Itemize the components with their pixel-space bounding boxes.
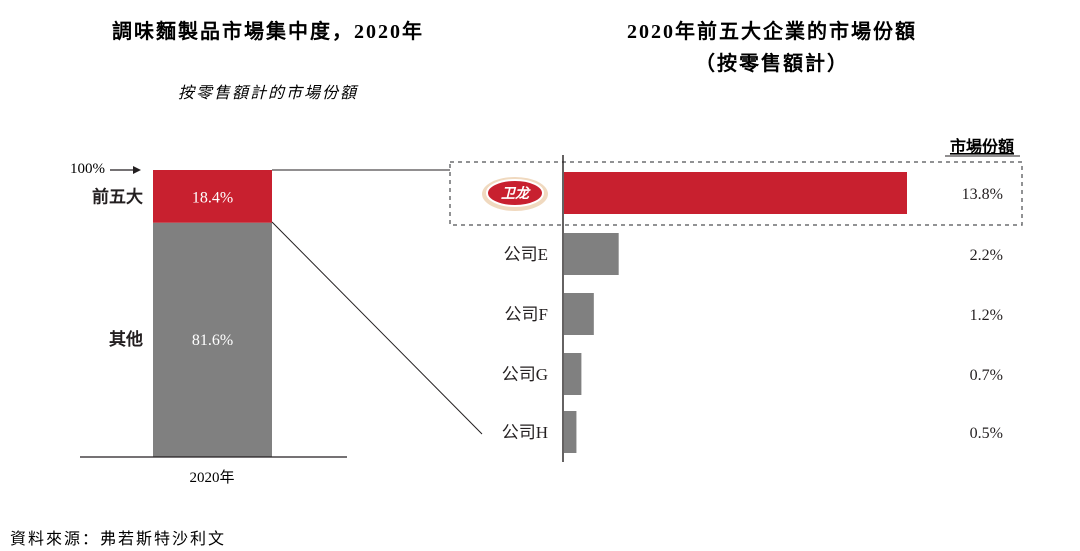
segment-category-label: 其他 (109, 329, 143, 349)
right-chart-title: 2020年前五大企業的市場份額 (627, 19, 917, 43)
segment-value-label: 18.4% (192, 189, 233, 206)
weilong-logo: 卫龙 (482, 177, 548, 211)
stacked-bar: 18.4% 前五大 81.6% 其他 (92, 170, 272, 457)
bar-category-label: 公司H (502, 423, 548, 442)
top-marker-arrow-head (133, 166, 141, 174)
connector-bottom (271, 221, 483, 435)
bar-value-label: 0.5% (970, 425, 1003, 442)
left-chart-title: 調味麵製品市場集中度，2020年 (112, 19, 424, 43)
bar-3 (564, 353, 582, 395)
stacked-segment-0 (153, 170, 272, 223)
horizontal-bars: 13.8% 卫龙 2.2% 公司E 1.2% 公司F 0.7% 公司G 0.5% 公司H (482, 172, 1003, 453)
bar-value-label: 1.2% (970, 307, 1003, 324)
right-chart-subtitle: （按零售額計） (695, 51, 849, 75)
bar-category-label: 公司E (504, 245, 548, 264)
bar-0 (564, 172, 907, 214)
bar-value-label: 13.8% (962, 186, 1003, 203)
logo-text: 卫龙 (501, 185, 531, 202)
segment-value-label: 81.6% (192, 332, 233, 349)
left-x-axis-label: 2020年 (189, 469, 234, 486)
bar-value-label: 2.2% (970, 247, 1003, 264)
highlight-dashed-box (449, 161, 1023, 226)
segment-category-label: 前五大 (92, 186, 143, 206)
bar-2 (564, 293, 594, 335)
bar-value-label: 0.7% (970, 367, 1003, 384)
source-note: 資料來源：弗若斯特沙利文 (10, 530, 226, 548)
stacked-segment-1 (153, 222, 272, 457)
bar-4 (564, 411, 577, 453)
column-header: 市場份額 (950, 137, 1014, 156)
bar-category-label: 公司F (505, 305, 548, 324)
bar-category-label: 公司G (502, 365, 548, 384)
left-chart-subtitle: 按零售額計的市場份額 (178, 84, 359, 102)
bar-1 (564, 233, 619, 275)
logo-badge (486, 179, 544, 207)
top-marker-label: 100% (70, 161, 105, 177)
